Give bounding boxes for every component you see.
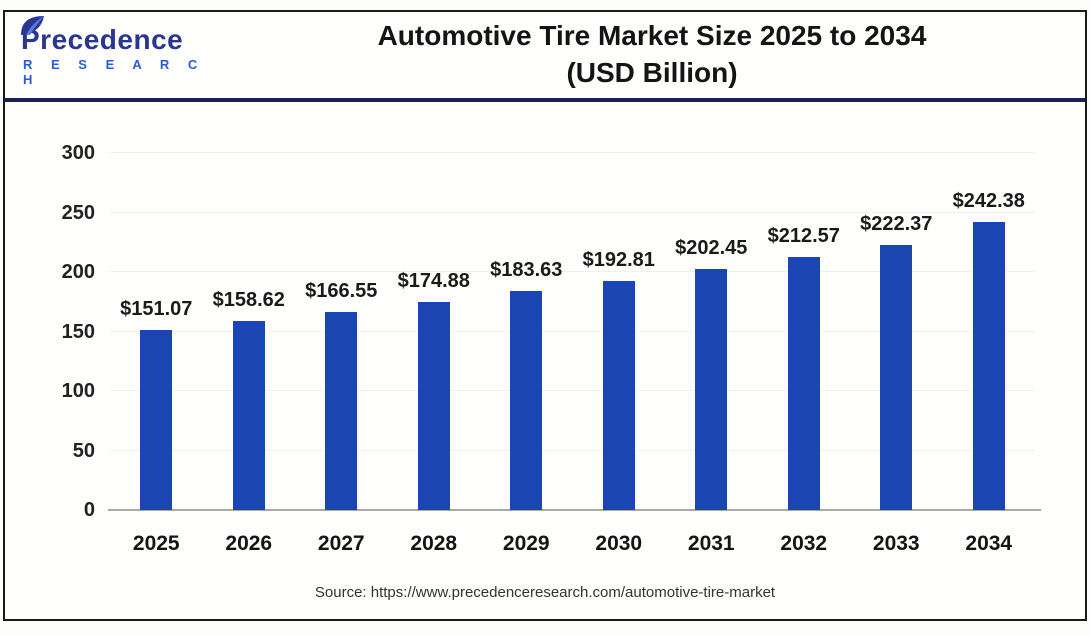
bar-2031 <box>695 269 728 510</box>
x-tick-label-2026: 2026 <box>225 532 273 555</box>
gridline-200 <box>110 271 1035 272</box>
bar-value-label-2033: $222.37 <box>860 213 933 236</box>
chart-title-line1: Automotive Tire Market Size 2025 to 2034 <box>377 20 927 52</box>
x-tick-label-2034: 2034 <box>965 532 1013 555</box>
bar-value-label-2031: $202.45 <box>675 237 748 260</box>
header: Precedence R E S E A R C H Automotive Ti… <box>5 12 1085 102</box>
x-tick-label-2032: 2032 <box>780 532 828 555</box>
bar-slot-2032: $212.57 2032 <box>758 153 851 555</box>
y-tick-label-200: 200 <box>61 261 95 283</box>
logo-wordmark-row: Precedence <box>21 15 229 55</box>
x-tick-label-2025: 2025 <box>132 532 180 555</box>
logo-subtitle: R E S E A R C H <box>23 56 205 87</box>
y-tick-label-50: 50 <box>72 439 95 462</box>
chart-title-line2: (USD Billion) <box>566 57 738 88</box>
bar-2030 <box>602 280 635 510</box>
bar-2029 <box>510 291 543 510</box>
logo-leaf-icon <box>21 15 44 35</box>
bar-value-label-2026: $158.62 <box>212 289 285 312</box>
y-tick-label-0: 0 <box>83 499 95 521</box>
precedence-research-logo: Precedence R E S E A R C H <box>21 15 229 87</box>
gridline-150 <box>110 330 1035 332</box>
y-tick-label-250: 250 <box>61 201 95 224</box>
bar-slot-2025: $151.07 2025 <box>110 153 203 555</box>
x-tick-label-2029: 2029 <box>502 532 550 555</box>
chart-frame: Precedence R E S E A R C H Automotive Ti… <box>3 10 1087 621</box>
gridline-300 <box>110 152 1035 153</box>
bar-slot-2028: $174.88 2028 <box>388 153 481 555</box>
bar-slot-2031: $202.45 2031 <box>665 153 758 555</box>
bar-value-label-2034: $242.38 <box>952 189 1025 212</box>
bar-value-label-2028: $174.88 <box>397 269 470 292</box>
bar-2025 <box>140 330 173 510</box>
x-tick-label-2028: 2028 <box>410 532 458 555</box>
chart-title: Automotive Tire Market Size 2025 to 2034… <box>229 18 1085 92</box>
bar-slot-2034: $242.38 2034 <box>943 153 1036 555</box>
bar-value-label-2032: $212.57 <box>767 225 840 248</box>
x-axis-line <box>108 509 1041 511</box>
gridline-250 <box>110 211 1035 213</box>
plot-area: $151.07 2025 $158.62 2026 $166.55 2027 $174.88… <box>108 152 1041 555</box>
bar-value-label-2025: $151.07 <box>120 298 193 321</box>
gridline-50 <box>110 449 1035 451</box>
bar-2033 <box>880 245 913 510</box>
gridline-100 <box>110 390 1035 391</box>
y-axis: 0 50 100 150 200 250 300 <box>5 142 95 521</box>
y-tick-label-100: 100 <box>61 380 95 402</box>
source-note: Source: https://www.precedenceresearch.c… <box>314 584 776 601</box>
y-tick-label-150: 150 <box>61 320 95 343</box>
bar-slots: $151.07 2025 $158.62 2026 $166.55 2027 $174.88… <box>110 153 1036 555</box>
y-tick-label-300: 300 <box>61 142 95 164</box>
bar-slot-2033: $222.37 2033 <box>850 153 943 555</box>
bar-2027 <box>325 311 358 510</box>
bar-value-label-2030: $192.81 <box>582 248 655 271</box>
x-tick-label-2031: 2031 <box>687 532 735 555</box>
bar-slot-2029: $183.63 2029 <box>480 153 573 555</box>
x-tick-label-2033: 2033 <box>872 532 920 555</box>
x-tick-label-2027: 2027 <box>317 532 365 555</box>
bar-slot-2027: $166.55 2027 <box>295 153 388 555</box>
bar-slot-2026: $158.62 2026 <box>203 153 296 555</box>
bar-2034 <box>972 221 1005 510</box>
bar-2026 <box>232 321 265 510</box>
bar-value-label-2027: $166.55 <box>305 279 378 302</box>
bar-2032 <box>787 257 820 510</box>
chart-area: 0 50 100 150 200 250 300 $151.07 2025 $158.62 202… <box>5 102 1085 615</box>
logo-wordmark: Precedence <box>21 23 184 55</box>
bar-slot-2030: $192.81 2030 <box>573 153 666 555</box>
bar-2028 <box>417 301 450 510</box>
bar-value-label-2029: $183.63 <box>490 259 563 282</box>
x-tick-label-2030: 2030 <box>595 532 643 555</box>
